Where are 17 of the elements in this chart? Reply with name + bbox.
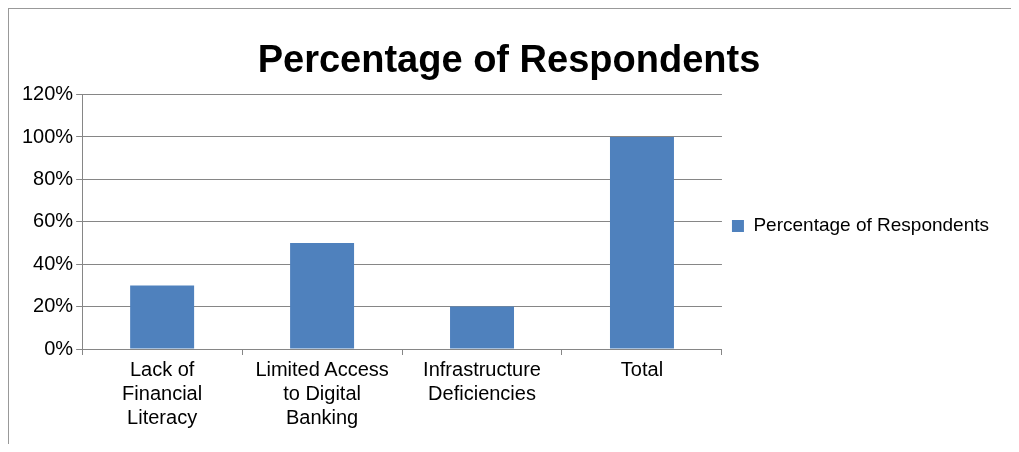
- y-tick-label: 100%: [22, 124, 74, 147]
- y-tick-label: 40%: [33, 251, 74, 274]
- y-tick-label: 20%: [33, 294, 74, 317]
- chart-title: Percentage of Respondents: [257, 38, 761, 81]
- bar: [609, 137, 674, 349]
- y-tick-label: 120%: [22, 82, 74, 105]
- y-tick-label: 80%: [33, 166, 74, 189]
- y-tick-label: 0%: [44, 336, 74, 359]
- x-tick-label: Total: [620, 357, 664, 380]
- bar: [290, 243, 355, 349]
- y-tick-label: 60%: [33, 209, 74, 232]
- x-tick-label: Infrastructure Deficiencies: [423, 357, 541, 404]
- legend-label: Percentage of Respondents: [753, 214, 990, 236]
- bar: [130, 285, 195, 349]
- x-tick-label: Lack of Financial Literacy: [122, 357, 203, 428]
- bar: [450, 306, 515, 349]
- x-tick-label: Limited Access to Digital Banking: [255, 357, 389, 428]
